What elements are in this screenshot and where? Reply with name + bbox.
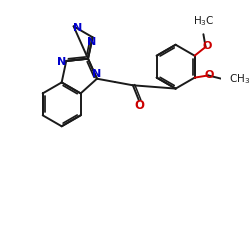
Text: N: N xyxy=(92,69,102,79)
Text: O: O xyxy=(202,41,211,51)
Text: O: O xyxy=(205,70,214,80)
Text: H$_3$C: H$_3$C xyxy=(192,14,214,28)
Text: N: N xyxy=(57,57,66,67)
Text: O: O xyxy=(134,98,144,112)
Text: CH$_3$: CH$_3$ xyxy=(229,72,250,86)
Text: N: N xyxy=(73,24,83,34)
Text: N: N xyxy=(87,37,96,47)
